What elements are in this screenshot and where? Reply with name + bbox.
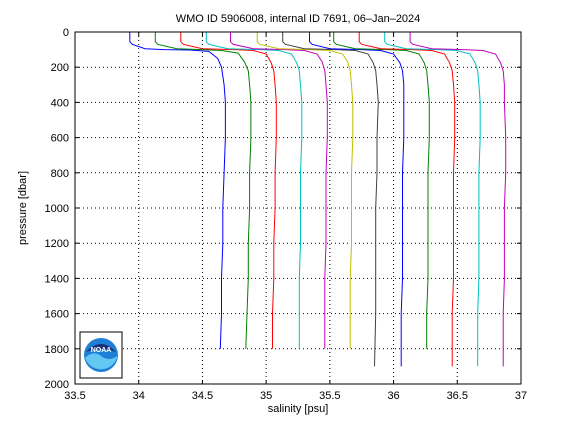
y-tick-label: 1000	[45, 203, 69, 215]
logo-text: NOAA	[91, 347, 112, 354]
profile-line-12	[409, 32, 507, 367]
x-tick-label: 33.5	[64, 390, 85, 402]
profile-line-11	[384, 32, 481, 367]
x-tick-label: 37	[515, 390, 527, 402]
y-tick-label: 1200	[45, 238, 69, 250]
y-tick-label: 800	[51, 168, 69, 180]
profile-line-2	[154, 32, 252, 349]
profile-line-8	[309, 32, 405, 367]
x-tick-label: 34.5	[192, 390, 213, 402]
x-axis-label: salinity [psu]	[268, 403, 329, 415]
ticks	[74, 31, 522, 385]
x-tick-label: 36	[387, 390, 399, 402]
y-axis-label: pressure [dbar]	[17, 171, 29, 245]
profile-line-9	[333, 32, 430, 349]
profile-line-3	[180, 32, 277, 349]
profile-line-7	[282, 32, 379, 367]
series-lines	[129, 32, 507, 367]
x-tick-label: 34	[133, 390, 145, 402]
y-tick-label: 1400	[45, 273, 69, 285]
y-tick-label: 600	[51, 133, 69, 145]
y-tick-labels: 0 200 400 600 800 1000 1200 1400 1600 1800 2000	[45, 27, 69, 391]
profile-line-1	[129, 32, 226, 349]
x-tick-label: 35.5	[319, 390, 340, 402]
y-tick-label: 200	[51, 62, 69, 74]
profile-line-4	[205, 32, 303, 349]
y-tick-label: 0	[63, 27, 69, 39]
y-tick-label: 2000	[45, 379, 69, 391]
x-tick-label: 36.5	[447, 390, 468, 402]
chart-title: WMO ID 5906008, internal ID 7691, 06–Jan…	[176, 13, 421, 25]
grid	[75, 32, 521, 384]
logo-bird	[86, 344, 116, 352]
profile-line-10	[358, 32, 456, 367]
x-tick-labels: 33.5 34 34.5 35 35.5 36 36.5 37	[64, 390, 527, 402]
noaa-logo: NOAA	[79, 331, 123, 379]
profile-line-6	[256, 32, 354, 349]
profile-line-5	[230, 32, 328, 349]
y-tick-label: 1600	[45, 309, 69, 321]
y-tick-label: 1800	[45, 344, 69, 356]
x-tick-label: 35	[260, 390, 272, 402]
y-tick-label: 400	[51, 97, 69, 109]
logo-wave	[85, 353, 117, 370]
